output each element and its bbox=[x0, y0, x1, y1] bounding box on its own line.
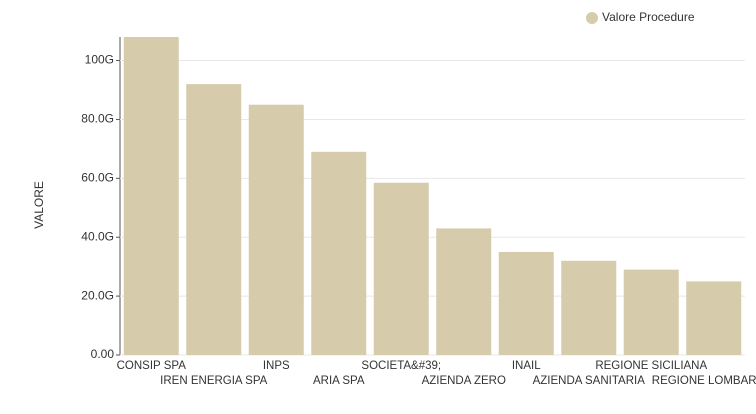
x-tick-label: INAIL bbox=[512, 360, 541, 372]
y-tick-label: 80.0G bbox=[81, 112, 114, 126]
legend-swatch bbox=[586, 12, 598, 24]
x-tick-label: IREN ENERGIA SPA bbox=[160, 375, 267, 387]
bar bbox=[561, 260, 617, 355]
y-tick-label: 0.00 bbox=[91, 347, 115, 361]
bar bbox=[623, 269, 679, 355]
y-tick-label: 40.0G bbox=[81, 229, 114, 243]
x-tick-label: AZIENDA ZERO bbox=[422, 375, 506, 387]
bar bbox=[686, 281, 742, 355]
x-tick-label: ARIA SPA bbox=[313, 375, 365, 387]
x-tick-label: AZIENDA SANITARIA bbox=[533, 375, 646, 387]
y-axis-label: VALORE bbox=[32, 181, 46, 229]
legend-label: Valore Procedure bbox=[602, 10, 695, 24]
bar bbox=[311, 151, 367, 355]
y-tick-label: 60.0G bbox=[81, 171, 114, 185]
y-tick-label: 100G bbox=[85, 53, 114, 67]
x-tick-label: REGIONE SICILIANA bbox=[595, 360, 707, 372]
bar bbox=[248, 104, 304, 355]
x-tick-label: SOCIETA&#39; bbox=[361, 360, 441, 372]
bar bbox=[373, 182, 429, 355]
y-tick-label: 20.0G bbox=[81, 288, 114, 302]
bar bbox=[436, 228, 492, 355]
bar bbox=[186, 84, 242, 355]
x-tick-label: CONSIP SPA bbox=[117, 360, 187, 372]
bar bbox=[123, 37, 179, 355]
bar bbox=[498, 251, 554, 355]
x-tick-label: INPS bbox=[263, 360, 290, 372]
x-tick-label: REGIONE LOMBARDIA bbox=[652, 375, 756, 387]
